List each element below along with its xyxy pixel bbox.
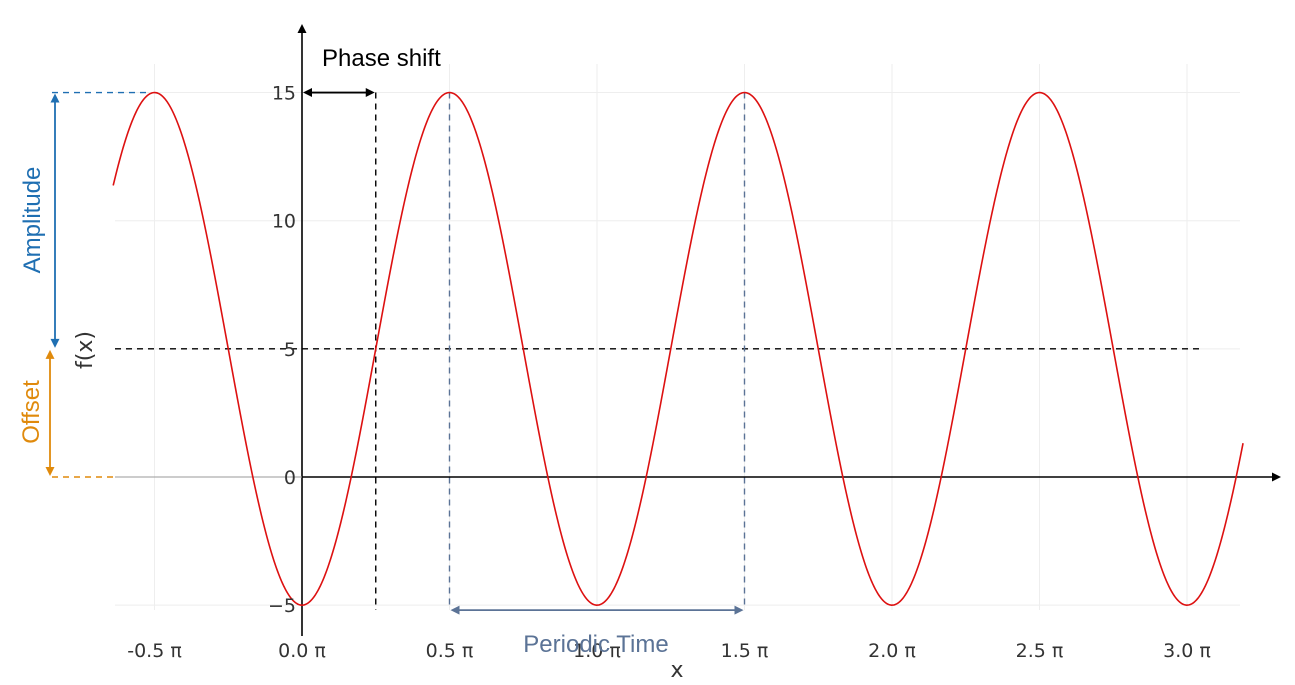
offset-label: Offset bbox=[18, 380, 45, 444]
periodic-time-label: Periodic Time bbox=[523, 631, 668, 658]
y-tick-label: 15 bbox=[272, 83, 296, 105]
x-tick-label: 0.0 π bbox=[278, 640, 326, 662]
annotations: Phase shift Periodic Time Amplitude Offs… bbox=[18, 45, 744, 683]
phase-shift-label: Phase shift bbox=[322, 45, 441, 72]
periodic-time-arrowhead-right bbox=[734, 605, 744, 615]
x-tick-label: 2.5 π bbox=[1016, 640, 1064, 662]
x-tick-label: 1.5 π bbox=[721, 640, 769, 662]
y-tick-label: 0 bbox=[284, 467, 296, 489]
grid bbox=[115, 64, 1240, 610]
x-axis-title: x bbox=[670, 658, 683, 683]
y-tick-label: 5 bbox=[284, 339, 296, 361]
x-tick-label: -0.5 π bbox=[127, 640, 182, 662]
axes bbox=[115, 24, 1281, 636]
x-tick-label: 1.0 π bbox=[573, 640, 621, 662]
y-tick-label: 10 bbox=[272, 211, 296, 233]
periodic-time-arrowhead-left bbox=[450, 605, 460, 615]
offset-arrowhead-down bbox=[45, 467, 55, 476]
phase-shift-arrowhead-left bbox=[303, 88, 312, 98]
x-tick-label: 3.0 π bbox=[1163, 640, 1211, 662]
offset-arrowhead-up bbox=[45, 349, 55, 359]
guide-lines bbox=[52, 91, 1200, 610]
y-axis-arrow bbox=[297, 24, 307, 33]
phase-shift-arrowhead-right bbox=[365, 88, 375, 98]
amplitude-arrowhead-down bbox=[50, 338, 60, 348]
amplitude-label: Amplitude bbox=[19, 167, 46, 274]
y-tick-label: −5 bbox=[268, 595, 296, 617]
sine-curve bbox=[112, 91, 1244, 606]
x-tick-label: 2.0 π bbox=[868, 640, 916, 662]
amplitude-arrowhead-up bbox=[50, 93, 60, 103]
y-axis-title: f(x) bbox=[73, 331, 98, 369]
x-tick-label: 0.5 π bbox=[426, 640, 474, 662]
x-axis-arrow bbox=[1272, 472, 1281, 482]
tick-labels: -0.5 π 0.0 π 0.5 π 1.0 π 1.5 π 2.0 π 2.5 π 3.0 … bbox=[127, 83, 1211, 662]
